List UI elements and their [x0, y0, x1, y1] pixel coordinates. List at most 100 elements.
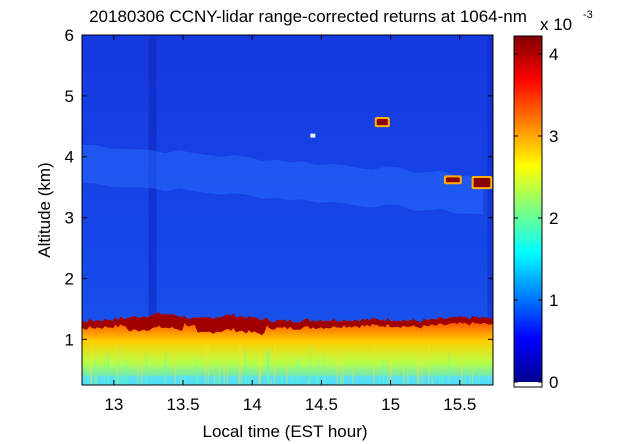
bl-streak — [268, 351, 270, 385]
bl-streak — [471, 370, 474, 385]
bl-streak — [464, 370, 466, 385]
bl-streak — [126, 360, 128, 385]
bl-streak — [120, 374, 123, 385]
x-axis-label: Local time (EST hour) — [202, 422, 367, 441]
bl-streak — [183, 370, 186, 385]
bl-streak — [174, 350, 176, 385]
bl-streak — [373, 343, 375, 385]
bl-streak — [270, 378, 272, 385]
y-tick-label: 1 — [65, 330, 74, 349]
bl-streak — [407, 372, 409, 385]
bl-streak — [195, 357, 198, 385]
bl-streak — [383, 360, 385, 385]
bl-streak — [342, 364, 344, 385]
cloud — [473, 178, 491, 188]
bl-streak — [240, 345, 243, 385]
bl-streak — [117, 373, 120, 385]
bl-streak — [315, 375, 318, 385]
x-tick-label: 14 — [243, 395, 262, 414]
y-tick-label: 6 — [65, 26, 74, 45]
data-gap-stripe — [148, 35, 157, 319]
y-tick-label: 4 — [65, 148, 74, 167]
bl-streak — [390, 358, 393, 385]
heatmap-plot — [82, 35, 493, 385]
bl-streak — [266, 347, 269, 385]
bl-streak — [286, 359, 288, 385]
cloud — [376, 119, 388, 126]
bl-streak — [123, 363, 126, 385]
bl-streak — [248, 370, 250, 385]
bl-streak — [298, 356, 301, 385]
bl-streak — [204, 344, 207, 385]
y-tick-label: 3 — [65, 209, 74, 228]
colorbar-exponent-base: x 10 — [540, 15, 572, 34]
bl-streak — [95, 374, 97, 385]
bl-streak — [307, 378, 310, 385]
colorbar-frame — [513, 35, 543, 388]
bl-streak — [478, 368, 480, 385]
y-axis-label: Altitude (km) — [35, 162, 54, 257]
bl-streak — [273, 342, 276, 385]
bl-streak — [280, 367, 282, 385]
bl-streak — [386, 361, 388, 385]
cloud — [445, 177, 460, 183]
x-tick-label: 15.5 — [443, 395, 476, 414]
colorbar: 0 1 2 3 4 x 10 -3 — [513, 9, 593, 392]
bl-streak — [388, 347, 391, 385]
bl-streak — [427, 342, 430, 385]
bl-streak — [93, 360, 96, 385]
boundary-layer — [82, 312, 493, 385]
bl-streak — [323, 354, 325, 385]
bl-streak — [103, 362, 106, 385]
bl-streak — [107, 355, 110, 385]
bl-streak — [336, 350, 338, 385]
y-axis: 1 2 3 4 5 6 — [65, 26, 493, 349]
boundary-layer-top-band — [82, 312, 493, 336]
bl-streak — [226, 366, 229, 385]
colorbar-tick-label: 0 — [549, 373, 558, 392]
x-axis: 13 13.5 14 14.5 15 15.5 — [104, 35, 476, 414]
bl-streak — [164, 352, 167, 385]
bl-streak — [315, 374, 317, 385]
bl-streak — [145, 354, 147, 385]
bl-streak — [421, 351, 423, 385]
bl-streak — [120, 378, 122, 385]
colorbar-tick-label: 2 — [549, 209, 558, 228]
bl-streak — [337, 369, 340, 385]
aerosol-layer — [82, 144, 484, 215]
bl-streak — [341, 375, 343, 385]
y-tick-label: 2 — [65, 269, 74, 288]
x-tick-label: 15 — [381, 395, 400, 414]
bl-streak — [213, 373, 216, 385]
bl-streak — [87, 370, 89, 385]
bl-streak — [96, 364, 98, 385]
colorbar-ticks: 0 1 2 3 4 — [514, 45, 558, 392]
colorbar-tick-label: 3 — [549, 127, 558, 146]
y-tick-label: 5 — [65, 87, 74, 106]
bl-streak — [281, 369, 283, 385]
bl-streak — [207, 345, 209, 385]
bl-streak — [267, 352, 269, 385]
bl-streak — [164, 359, 166, 385]
bl-streak — [140, 354, 143, 385]
bl-streak — [117, 346, 119, 385]
bl-streak — [416, 356, 419, 385]
bl-streak — [196, 366, 199, 385]
x-tick-label: 13 — [104, 395, 123, 414]
bl-streak — [115, 373, 118, 385]
bl-streak — [291, 366, 294, 385]
bl-streak — [219, 366, 221, 385]
bl-streak — [244, 348, 246, 385]
chart-title: 20180306 CCNY-lidar range-corrected retu… — [89, 7, 527, 26]
bl-streak — [258, 353, 260, 385]
bl-streak — [90, 343, 93, 385]
bl-streak — [469, 375, 472, 385]
bl-streak — [239, 344, 241, 385]
colorbar-exponent-power: -3 — [583, 9, 593, 21]
bl-streak — [137, 352, 139, 385]
bl-streak — [438, 363, 440, 385]
near-ground-region — [82, 375, 493, 385]
bl-streak — [180, 378, 182, 385]
bl-streak — [340, 346, 342, 385]
